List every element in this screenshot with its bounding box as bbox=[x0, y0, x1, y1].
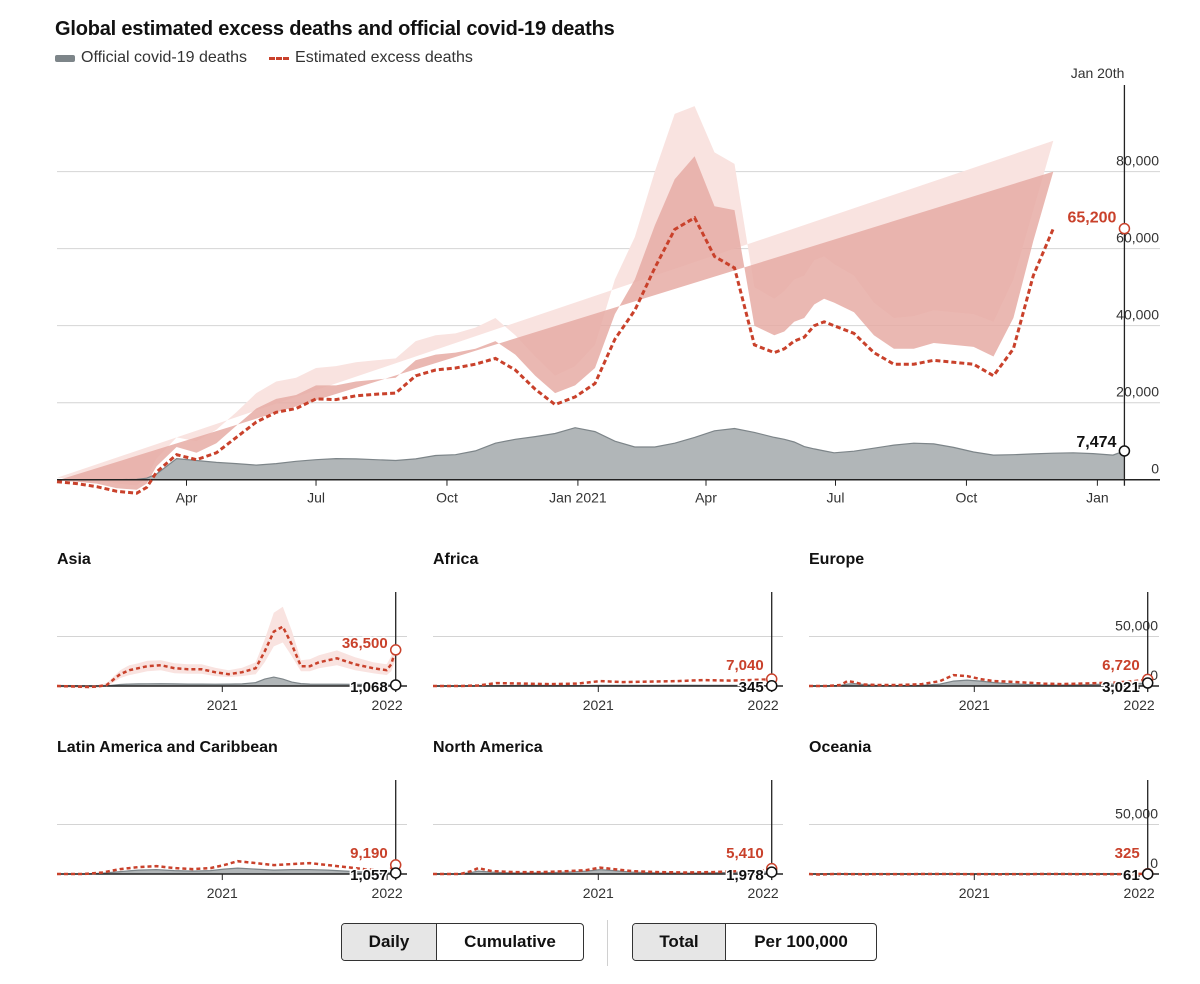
toggle-bar: Daily Cumulative Total Per 100,000 bbox=[0, 920, 1200, 966]
excess-end-marker bbox=[1118, 222, 1131, 235]
official-deaths-line bbox=[57, 867, 396, 875]
x-tick-label: Oct bbox=[956, 490, 978, 506]
chart-asia: Asia 2021 2022 36,500 1,068 bbox=[56, 551, 407, 713]
excess-deaths-line bbox=[56, 624, 397, 689]
legend-excess-label: Estimated excess deaths bbox=[295, 49, 473, 66]
excess-deaths-line bbox=[808, 872, 1148, 876]
y-tick-label: 20,000 bbox=[1116, 384, 1159, 400]
excess-end-label: 65,200 bbox=[1067, 210, 1116, 227]
mode-toggle: Daily Cumulative bbox=[341, 923, 584, 961]
x-tick-label: 2022 bbox=[1124, 885, 1155, 901]
chart-north_america: North America 2021 2022 5,410 1,978 bbox=[433, 739, 783, 901]
panel-title: Oceania bbox=[809, 739, 871, 756]
legend-official-label: Official covid-19 deaths bbox=[81, 49, 248, 66]
x-tick-label: 2022 bbox=[748, 885, 779, 901]
panel-title: North America bbox=[433, 739, 543, 756]
official-end-marker bbox=[1141, 677, 1154, 689]
official-deaths-area bbox=[809, 680, 1148, 686]
official-end-label: 3,021 bbox=[1102, 679, 1140, 696]
legend-excess-swatch bbox=[269, 56, 290, 60]
official-deaths-line bbox=[57, 427, 1125, 481]
legend-official: Official covid-19 deaths bbox=[55, 49, 247, 67]
x-tick-label: Jul bbox=[827, 490, 845, 506]
y-tick-label: 0 bbox=[1150, 855, 1158, 871]
excess-deaths-line bbox=[433, 677, 772, 688]
legend-excess: Estimated excess deaths bbox=[269, 49, 473, 67]
chart-europe: Europe 0 50,000 2021 2022 6,720 3,021 bbox=[809, 551, 1159, 713]
x-tick-label: Apr bbox=[176, 490, 198, 506]
legend-official-swatch bbox=[55, 54, 75, 62]
official-end-marker bbox=[389, 867, 402, 879]
official-end-label: 7,474 bbox=[1076, 434, 1116, 451]
total-button[interactable]: Total bbox=[633, 924, 726, 960]
excess-end-label: 9,190 bbox=[350, 845, 388, 862]
per-100k-button[interactable]: Per 100,000 bbox=[754, 932, 848, 951]
official-deaths-line bbox=[57, 676, 396, 687]
excess-band-inner bbox=[57, 156, 1054, 490]
excess-band-inner bbox=[57, 606, 396, 689]
excess-end-marker bbox=[389, 644, 402, 656]
official-end-label: 1,978 bbox=[726, 867, 764, 884]
scale-toggle: Total Per 100,000 bbox=[632, 923, 877, 961]
date-marker-label: Jan 20th bbox=[1071, 65, 1125, 81]
official-deaths-area bbox=[57, 868, 396, 874]
official-end-marker bbox=[1118, 445, 1131, 457]
x-tick-label: 2021 bbox=[959, 885, 990, 901]
x-tick-label: Jul bbox=[307, 490, 325, 506]
x-tick-label: 2021 bbox=[207, 697, 238, 713]
x-tick-label: Oct bbox=[436, 490, 458, 506]
panel-title: Asia bbox=[57, 551, 91, 568]
x-tick-label: 2021 bbox=[583, 885, 614, 901]
cumulative-button[interactable]: Cumulative bbox=[464, 932, 556, 951]
x-tick-label: Jan bbox=[1086, 490, 1109, 506]
panel-title: Europe bbox=[809, 551, 864, 568]
excess-deaths-line bbox=[56, 215, 1055, 495]
x-tick-label: 2022 bbox=[1124, 697, 1155, 713]
excess-deaths-line bbox=[57, 859, 397, 876]
y-tick-label: 80,000 bbox=[1116, 153, 1159, 169]
panel-title: Latin America and Caribbean bbox=[57, 739, 278, 756]
official-end-marker bbox=[765, 866, 778, 878]
excess-end-label: 36,500 bbox=[342, 635, 388, 652]
y-tick-label: 50,000 bbox=[1115, 806, 1158, 822]
x-tick-label: Apr bbox=[695, 490, 717, 506]
x-tick-label: 2022 bbox=[748, 697, 779, 713]
official-end-label: 345 bbox=[739, 679, 764, 696]
excess-end-label: 6,720 bbox=[1102, 657, 1140, 674]
x-tick-label: Jan 2021 bbox=[549, 490, 607, 506]
official-end-label: 1,068 bbox=[350, 679, 388, 696]
excess-deaths-line bbox=[433, 866, 773, 876]
official-end-marker bbox=[1141, 868, 1154, 880]
toggle-divider bbox=[607, 920, 608, 966]
y-tick-label: 40,000 bbox=[1116, 307, 1159, 323]
daily-button[interactable]: Daily bbox=[342, 924, 437, 960]
x-tick-label: 2022 bbox=[372, 885, 403, 901]
y-tick-label: 0 bbox=[1150, 667, 1158, 683]
official-end-marker bbox=[765, 679, 778, 692]
official-end-label: 1,057 bbox=[350, 867, 388, 884]
y-tick-label: 0 bbox=[1151, 461, 1159, 477]
x-tick-label: 2021 bbox=[959, 697, 990, 713]
excess-deaths-line bbox=[809, 673, 1148, 688]
x-tick-label: 2021 bbox=[207, 885, 238, 901]
excess-end-label: 5,410 bbox=[726, 845, 764, 862]
chart-latam: Latin America and Caribbean 2021 2022 9,190… bbox=[57, 739, 407, 901]
official-end-marker bbox=[389, 679, 402, 691]
official-end-label: 61 bbox=[1123, 867, 1140, 884]
official-deaths-area bbox=[57, 427, 1125, 480]
panel-title: Africa bbox=[433, 551, 478, 568]
excess-end-label: 7,040 bbox=[726, 657, 764, 674]
x-tick-label: 2021 bbox=[583, 697, 614, 713]
official-deaths-area bbox=[433, 869, 772, 874]
legend: Official covid-19 deaths Estimated exces… bbox=[55, 49, 495, 67]
y-tick-label: 50,000 bbox=[1115, 618, 1158, 634]
chart-oceania: Oceania 0 50,000 2021 2022 325 61 bbox=[808, 739, 1159, 901]
chart-title: Global estimated excess deaths and offic… bbox=[55, 18, 615, 40]
chart-africa: Africa 2021 2022 7,040 345 bbox=[433, 551, 783, 713]
excess-end-label: 325 bbox=[1115, 845, 1140, 862]
x-tick-label: 2022 bbox=[372, 697, 403, 713]
